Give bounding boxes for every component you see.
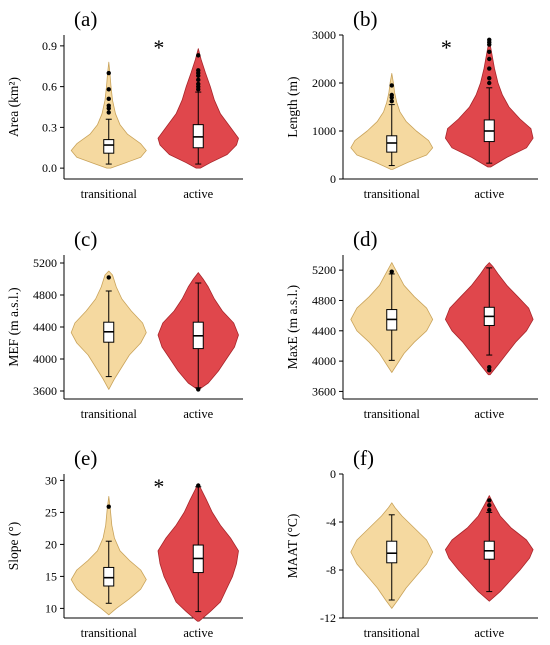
outlier-point [389,92,394,98]
x-category-label: active [183,407,213,421]
x-category-label: transitional [364,626,421,640]
y-axis-label: MEF (m a.s.l.) [6,287,21,366]
y-tick-label: 20 [45,537,57,551]
panel-5: (f) -12 -8 -4 0 MAAT (°C) transitional active [285,446,538,640]
outlier-point [487,66,492,71]
y-tick-label: 4000 [33,352,57,366]
panel-4: (e) * 10 15 20 25 30 Slope (°) transitional activ… [6,446,243,640]
x-category-label: transitional [81,407,138,421]
y-tick-label: 5200 [33,256,57,270]
panel-0: (a) * 0.0 0.3 0.6 0.9 Area (km²) transitional ac… [6,7,243,201]
outlier-point [196,53,201,58]
y-tick-label: 10 [45,601,57,615]
y-tick-label: -12 [320,611,336,625]
y-tick-label: 2000 [312,76,336,90]
box-transitional [386,135,398,153]
y-tick-label: 25 [45,505,57,519]
outlier-point [487,364,492,370]
outlier-point [487,49,492,54]
y-tick-label: 15 [45,569,57,583]
outlier-point [487,37,492,42]
outlier-point [106,275,111,280]
panel-1: (b) * 0 1000 2000 3000 Length (m) transitional a… [285,7,538,201]
outlier-point [389,99,394,104]
panel-label: (e) [74,446,97,470]
box-transitional [103,566,115,587]
y-tick-label: 1000 [312,124,336,138]
outlier-point [196,77,201,83]
outlier-point [106,96,111,102]
x-category-label: transitional [81,626,138,640]
panel-label: (a) [74,7,97,31]
box-transitional [386,540,398,564]
panel-label: (b) [353,7,378,31]
outlier-point [196,483,201,488]
outlier-point [487,56,492,62]
y-tick-label: 4800 [312,293,336,307]
significance-marker: * [153,474,164,499]
y-tick-label: -8 [326,563,336,577]
outlier-point [487,507,492,513]
panel-label: (c) [74,227,97,251]
x-category-label: active [183,626,213,640]
outlier-point [106,110,111,115]
outlier-point [487,368,492,373]
y-axis-label: Area (km²) [6,77,21,137]
outlier-point [106,504,111,509]
outlier-point [487,76,492,81]
x-category-label: transitional [81,187,138,201]
y-tick-label: 3600 [33,384,57,398]
y-tick-label: 30 [45,473,57,487]
y-tick-label: 5200 [312,263,336,277]
panel-label: (d) [353,227,378,251]
y-axis-label: Length (m) [285,76,300,137]
y-tick-label: 4000 [312,354,336,368]
y-tick-label: 0.3 [42,120,57,134]
y-tick-label: 0 [330,467,336,481]
x-category-label: active [183,187,213,201]
x-category-label: active [474,407,504,421]
x-category-label: transitional [364,407,421,421]
outlier-point [487,498,492,503]
y-tick-label: 0.0 [42,161,57,175]
outlier-point [196,81,201,87]
outlier-point [106,70,111,76]
outlier-point [389,83,394,88]
y-tick-label: 4800 [33,288,57,302]
y-tick-label: 0.9 [42,39,57,53]
y-tick-label: 0 [330,172,336,186]
y-tick-label: 0.6 [42,80,57,94]
panel-3: (d) 3600 4000 4400 4800 5200 MaxE (m a.s.l.) tr… [285,227,538,421]
y-tick-label: 3000 [312,28,336,42]
outlier-point [106,87,111,92]
x-category-label: active [474,187,504,201]
outlier-point [106,103,111,108]
significance-marker: * [441,35,452,60]
outlier-point [389,269,394,274]
y-axis-label: MAAT (°C) [285,514,300,579]
y-axis-label: MaxE (m a.s.l.) [285,285,300,369]
panel-label: (f) [353,446,374,470]
x-category-label: transitional [364,187,421,201]
violin-transitional [70,61,147,169]
panel-2: (c) 3600 4000 4400 4800 5200 MEF (m a.s.l.) tra… [6,227,243,421]
significance-marker: * [153,35,164,60]
y-tick-label: 4400 [312,324,336,338]
outlier-point [487,80,492,86]
x-category-label: active [474,626,504,640]
outlier-point [487,503,492,508]
y-tick-label: 3600 [312,384,336,398]
y-tick-label: 4400 [33,320,57,334]
y-tick-label: -4 [326,515,336,529]
y-axis-label: Slope (°) [6,522,21,571]
box-transitional [103,139,115,154]
outlier-point [196,387,201,392]
outlier-point [196,68,201,73]
